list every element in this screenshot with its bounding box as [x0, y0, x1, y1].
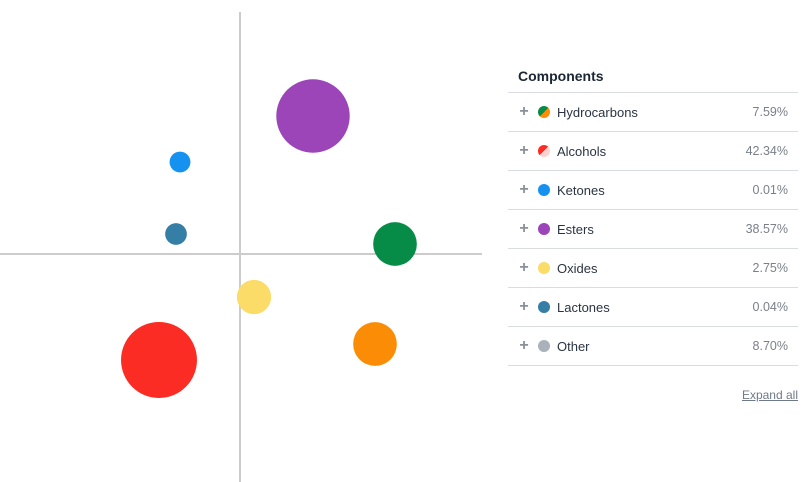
- point-esters-0[interactable]: [276, 79, 350, 153]
- plus-icon[interactable]: +: [519, 103, 529, 120]
- component-percentage: 0.04%: [752, 300, 788, 314]
- plus-icon[interactable]: +: [519, 337, 529, 354]
- expand-all-link[interactable]: Expand all: [741, 388, 798, 402]
- plus-icon[interactable]: +: [519, 181, 529, 198]
- point-alcohols-6[interactable]: [121, 322, 197, 398]
- point-hydrocarbons-3[interactable]: [373, 222, 417, 266]
- point-hydrocarbons-5[interactable]: [353, 322, 397, 366]
- component-percentage: 8.70%: [752, 339, 788, 353]
- component-label: Lactones: [557, 299, 610, 315]
- plus-icon[interactable]: +: [519, 259, 529, 276]
- plus-icon[interactable]: +: [519, 298, 529, 315]
- color-swatch-icon: [538, 145, 550, 157]
- component-row-oxides[interactable]: + Oxides 2.75%: [508, 249, 798, 288]
- color-swatch-icon: [538, 340, 550, 352]
- component-row-other[interactable]: + Other 8.70%: [508, 327, 798, 366]
- component-label: Alcohols: [557, 143, 607, 159]
- component-row-alcohols[interactable]: + Alcohols 42.34%: [508, 132, 798, 171]
- color-swatch-icon: [538, 301, 550, 313]
- component-row-esters[interactable]: + Esters 38.57%: [508, 210, 798, 249]
- component-label: Hydrocarbons: [557, 104, 638, 120]
- component-percentage: 2.75%: [752, 261, 788, 275]
- color-swatch-icon: [538, 106, 550, 118]
- color-swatch-icon: [538, 262, 550, 274]
- component-percentage: 38.57%: [745, 222, 788, 236]
- component-row-ketones[interactable]: + Ketones 0.01%: [508, 171, 798, 210]
- component-percentage: 7.59%: [752, 105, 788, 119]
- scatter-plot: [0, 12, 482, 482]
- component-percentage: 42.34%: [745, 144, 788, 158]
- component-label: Ketones: [557, 182, 605, 198]
- color-swatch-icon: [538, 223, 550, 235]
- component-row-hydrocarbons[interactable]: + Hydrocarbons 7.59%: [508, 93, 798, 132]
- point-ketones-1[interactable]: [169, 151, 191, 173]
- component-label: Oxides: [557, 260, 598, 276]
- components-panel: Components + Hydrocarbons 7.59% + Alcohols 42…: [508, 62, 798, 366]
- plus-icon[interactable]: +: [519, 142, 529, 159]
- panel-title: Components: [518, 68, 604, 84]
- color-swatch-icon: [538, 184, 550, 196]
- component-label: Other: [557, 338, 590, 354]
- component-row-lactones[interactable]: + Lactones 0.04%: [508, 288, 798, 327]
- points-layer: [121, 79, 417, 398]
- components-list: + Hydrocarbons 7.59% + Alcohols 42.34% + Ketone…: [508, 92, 798, 366]
- component-percentage: 0.01%: [752, 183, 788, 197]
- plus-icon[interactable]: +: [519, 220, 529, 237]
- point-lactones-2[interactable]: [165, 223, 187, 245]
- component-label: Esters: [557, 221, 594, 237]
- point-oxides-4[interactable]: [236, 279, 272, 315]
